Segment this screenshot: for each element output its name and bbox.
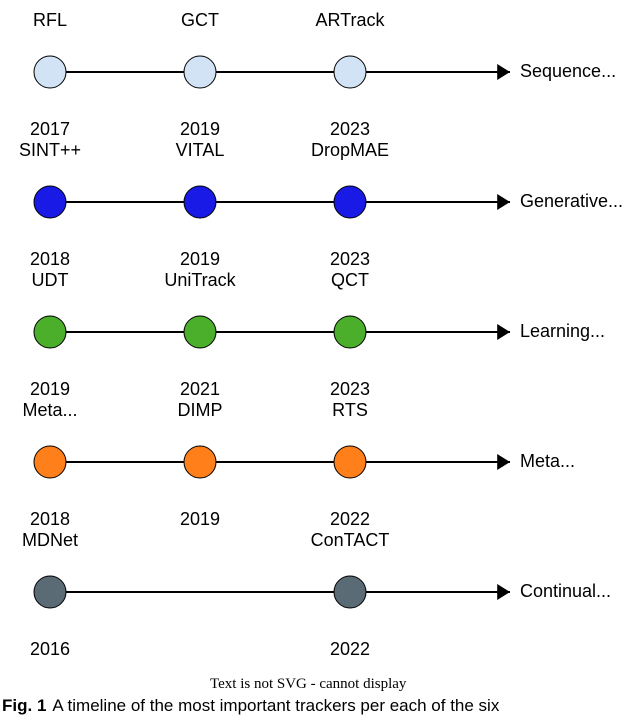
row-category-label: Meta...: [520, 451, 575, 472]
node-top-label: SINT++: [19, 140, 81, 161]
arrowhead-icon: [497, 584, 510, 600]
timeline-node: [184, 446, 216, 478]
timeline-node: [184, 316, 216, 348]
timeline-row: SINT++ 2018 VITAL 2019 DropMAE 2023 Generative…: [0, 140, 640, 270]
svg-fallback-note: Text is not SVG - cannot display: [210, 676, 406, 693]
node-top-label: GCT: [181, 10, 219, 31]
timeline-row: Meta... 2018 DIMP 2019 RTS 2022 Meta...: [0, 400, 640, 530]
node-top-label: RFL: [33, 10, 67, 31]
node-top-label: VITAL: [176, 140, 225, 161]
node-year-label: 2023: [330, 249, 370, 270]
node-year-label: 2018: [30, 509, 70, 530]
timeline-node: [334, 446, 366, 478]
node-year-label: 2017: [30, 119, 70, 140]
node-top-label: ARTrack: [315, 10, 384, 31]
timeline-row: MDNet 2016 ConTACT 2022 Continual...: [0, 530, 640, 660]
row-category-label: Sequence...: [520, 61, 616, 82]
node-year-label: 2022: [330, 509, 370, 530]
timeline-node: [334, 576, 366, 608]
row-category-label: Continual...: [520, 581, 611, 602]
node-top-label: DropMAE: [311, 140, 389, 161]
arrowhead-icon: [497, 454, 510, 470]
node-top-label: MDNet: [22, 530, 78, 551]
timeline-node: [34, 186, 66, 218]
timeline-node: [184, 186, 216, 218]
node-year-label: 2023: [330, 379, 370, 400]
timeline-row: UDT 2019 UniTrack 2021 QCT 2023 Learning...: [0, 270, 640, 400]
node-year-label: 2019: [30, 379, 70, 400]
node-top-label: UniTrack: [164, 270, 235, 291]
figure-caption: Fig. 1 A timeline of the most important t…: [2, 696, 499, 716]
node-top-label: Meta...: [22, 400, 77, 421]
figure-caption-text: A timeline of the most important tracker…: [52, 696, 499, 715]
arrowhead-icon: [497, 194, 510, 210]
node-year-label: 2022: [330, 639, 370, 660]
row-category-label: Generative...: [520, 191, 623, 212]
node-year-label: 2019: [180, 119, 220, 140]
arrowhead-icon: [497, 324, 510, 340]
node-year-label: 2019: [180, 249, 220, 270]
row-category-label: Learning...: [520, 321, 605, 342]
timeline-node: [34, 576, 66, 608]
node-year-label: 2016: [30, 639, 70, 660]
node-top-label: QCT: [331, 270, 369, 291]
figure-caption-number: Fig. 1: [2, 696, 46, 715]
timeline-node: [184, 56, 216, 88]
timeline-node: [334, 56, 366, 88]
node-top-label: UDT: [32, 270, 69, 291]
timeline-node: [34, 56, 66, 88]
timeline-diagram: RFL 2017 GCT 2019 ARTrack 2023 Sequence... SINT…: [0, 0, 640, 716]
timeline-node: [34, 316, 66, 348]
node-top-label: RTS: [332, 400, 368, 421]
node-year-label: 2021: [180, 379, 220, 400]
node-year-label: 2023: [330, 119, 370, 140]
arrowhead-icon: [497, 64, 510, 80]
node-year-label: 2018: [30, 249, 70, 270]
node-top-label: DIMP: [178, 400, 223, 421]
timeline-row: RFL 2017 GCT 2019 ARTrack 2023 Sequence...: [0, 10, 640, 140]
node-top-label: ConTACT: [311, 530, 390, 551]
timeline-node: [334, 186, 366, 218]
timeline-node: [34, 446, 66, 478]
node-year-label: 2019: [180, 509, 220, 530]
timeline-node: [334, 316, 366, 348]
